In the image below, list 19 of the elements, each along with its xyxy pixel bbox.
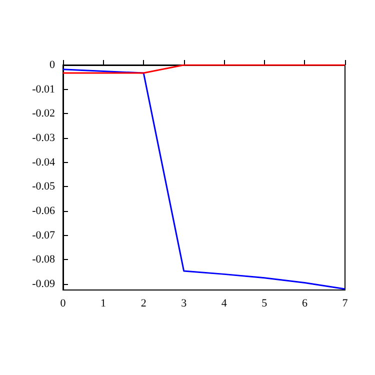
y-tick-label: -0.04	[32, 156, 56, 168]
x-tick-label: 3	[181, 298, 188, 310]
y-tick-label: -0.08	[32, 254, 56, 266]
x-tick-label: 4	[221, 298, 228, 310]
y-tick-label: 0	[50, 59, 56, 71]
x-tick-label: 7	[342, 298, 348, 310]
line-series	[62, 68, 346, 290]
y-tick-label: -0.02	[32, 108, 55, 120]
x-tick-label: 5	[262, 298, 268, 310]
y-tick-label: -0.03	[32, 132, 56, 144]
x-tick-label: 2	[140, 298, 146, 310]
x-tick-label: 1	[100, 298, 106, 310]
y-tick-label: -0.06	[32, 204, 56, 217]
x-tick-label: 0	[60, 298, 66, 310]
y-tick-label: -0.09	[32, 278, 56, 290]
x-tick-label: 6	[302, 298, 308, 310]
y-tick-label: -0.05	[32, 180, 56, 193]
y-tick-label: -0.01	[32, 83, 55, 96]
y-tick-label: -0.07	[32, 229, 56, 242]
